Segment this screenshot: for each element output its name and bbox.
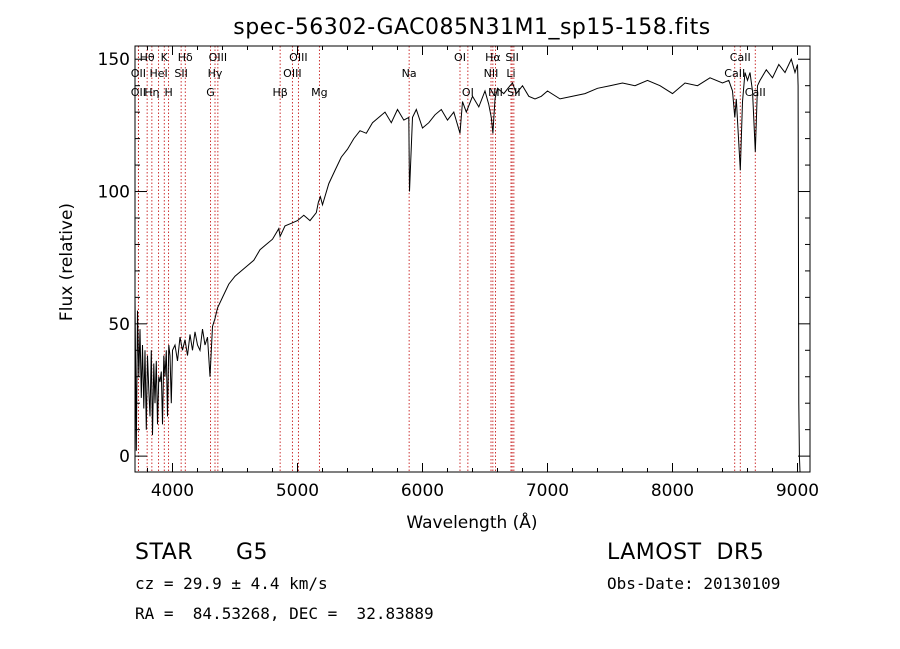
x-axis-label: Wavelength (Å): [406, 511, 537, 533]
x-tick-label: 4000: [151, 481, 194, 501]
spectral-line-label: Hη: [144, 86, 159, 99]
spectral-line-label: G: [206, 86, 215, 99]
spectral-line-label: Hα: [485, 51, 501, 64]
redshift-text: cz = 29.9 ± 4.4 km/s: [135, 574, 328, 593]
x-tick-label: 9000: [776, 481, 819, 501]
spectral-line-label: Hδ: [178, 51, 193, 64]
spectral-line-label: OIII: [209, 51, 227, 64]
y-axis: 0 50 100 150: [98, 50, 810, 467]
spectral-line-label: Hθ: [140, 51, 155, 64]
coordinates-text: RA = 84.53268, DEC = 32.83889: [135, 604, 434, 623]
plot-frame: [134, 45, 811, 473]
survey-label: LAMOST DR5: [607, 540, 765, 565]
spectral-line-label: CaII: [730, 51, 751, 64]
y-tick-label: 0: [119, 447, 130, 467]
spectral-line-label: NII: [484, 67, 499, 80]
spectral-line-label: SII: [505, 51, 518, 64]
spectral-line-label: OIII: [289, 51, 307, 64]
spectral-line-label: Li: [506, 67, 515, 80]
x-tick-label: 8000: [651, 481, 694, 501]
object-class-label: STAR: [135, 540, 194, 565]
spectral-line-label: OIII: [283, 67, 301, 80]
x-tick-label: 7000: [526, 481, 569, 501]
x-tick-label: 5000: [276, 481, 319, 501]
spectral-line-label: OI: [454, 51, 466, 64]
spectral-line-label: K: [161, 51, 169, 64]
spectral-line-label: Hβ: [272, 86, 287, 99]
y-tick-label: 150: [98, 50, 130, 70]
object-subclass-label: G5: [236, 540, 269, 565]
chart-title: spec-56302-GAC085N31M1_sp15-158.fits: [233, 15, 711, 40]
spectral-line-label: SII: [174, 67, 187, 80]
y-axis-label: Flux (relative): [57, 203, 77, 321]
spectrum-line: [134, 57, 801, 473]
spectral-line-label: Mg: [311, 86, 327, 99]
spectral-line-label: HeI: [149, 67, 167, 80]
y-tick-label: 100: [98, 183, 130, 203]
obs-date-text: Obs-Date: 20130109: [607, 574, 781, 593]
spectral-line-label: Na: [402, 67, 417, 80]
spectral-line-label: OI: [462, 86, 474, 99]
spectral-line-label: CaII: [745, 86, 766, 99]
spectral-line-label: H: [164, 86, 172, 99]
spectral-line-markers: [137, 46, 756, 472]
spectral-line-label: OII: [131, 67, 146, 80]
spectral-line-label: SII: [507, 86, 520, 99]
spectral-line-label: Hγ: [208, 67, 223, 80]
x-axis: 4000 5000 6000 7000 8000 9000: [147, 46, 819, 501]
x-tick-label: 6000: [401, 481, 444, 501]
y-tick-label: 50: [108, 315, 130, 335]
spectral-line-label: CaII: [724, 67, 745, 80]
